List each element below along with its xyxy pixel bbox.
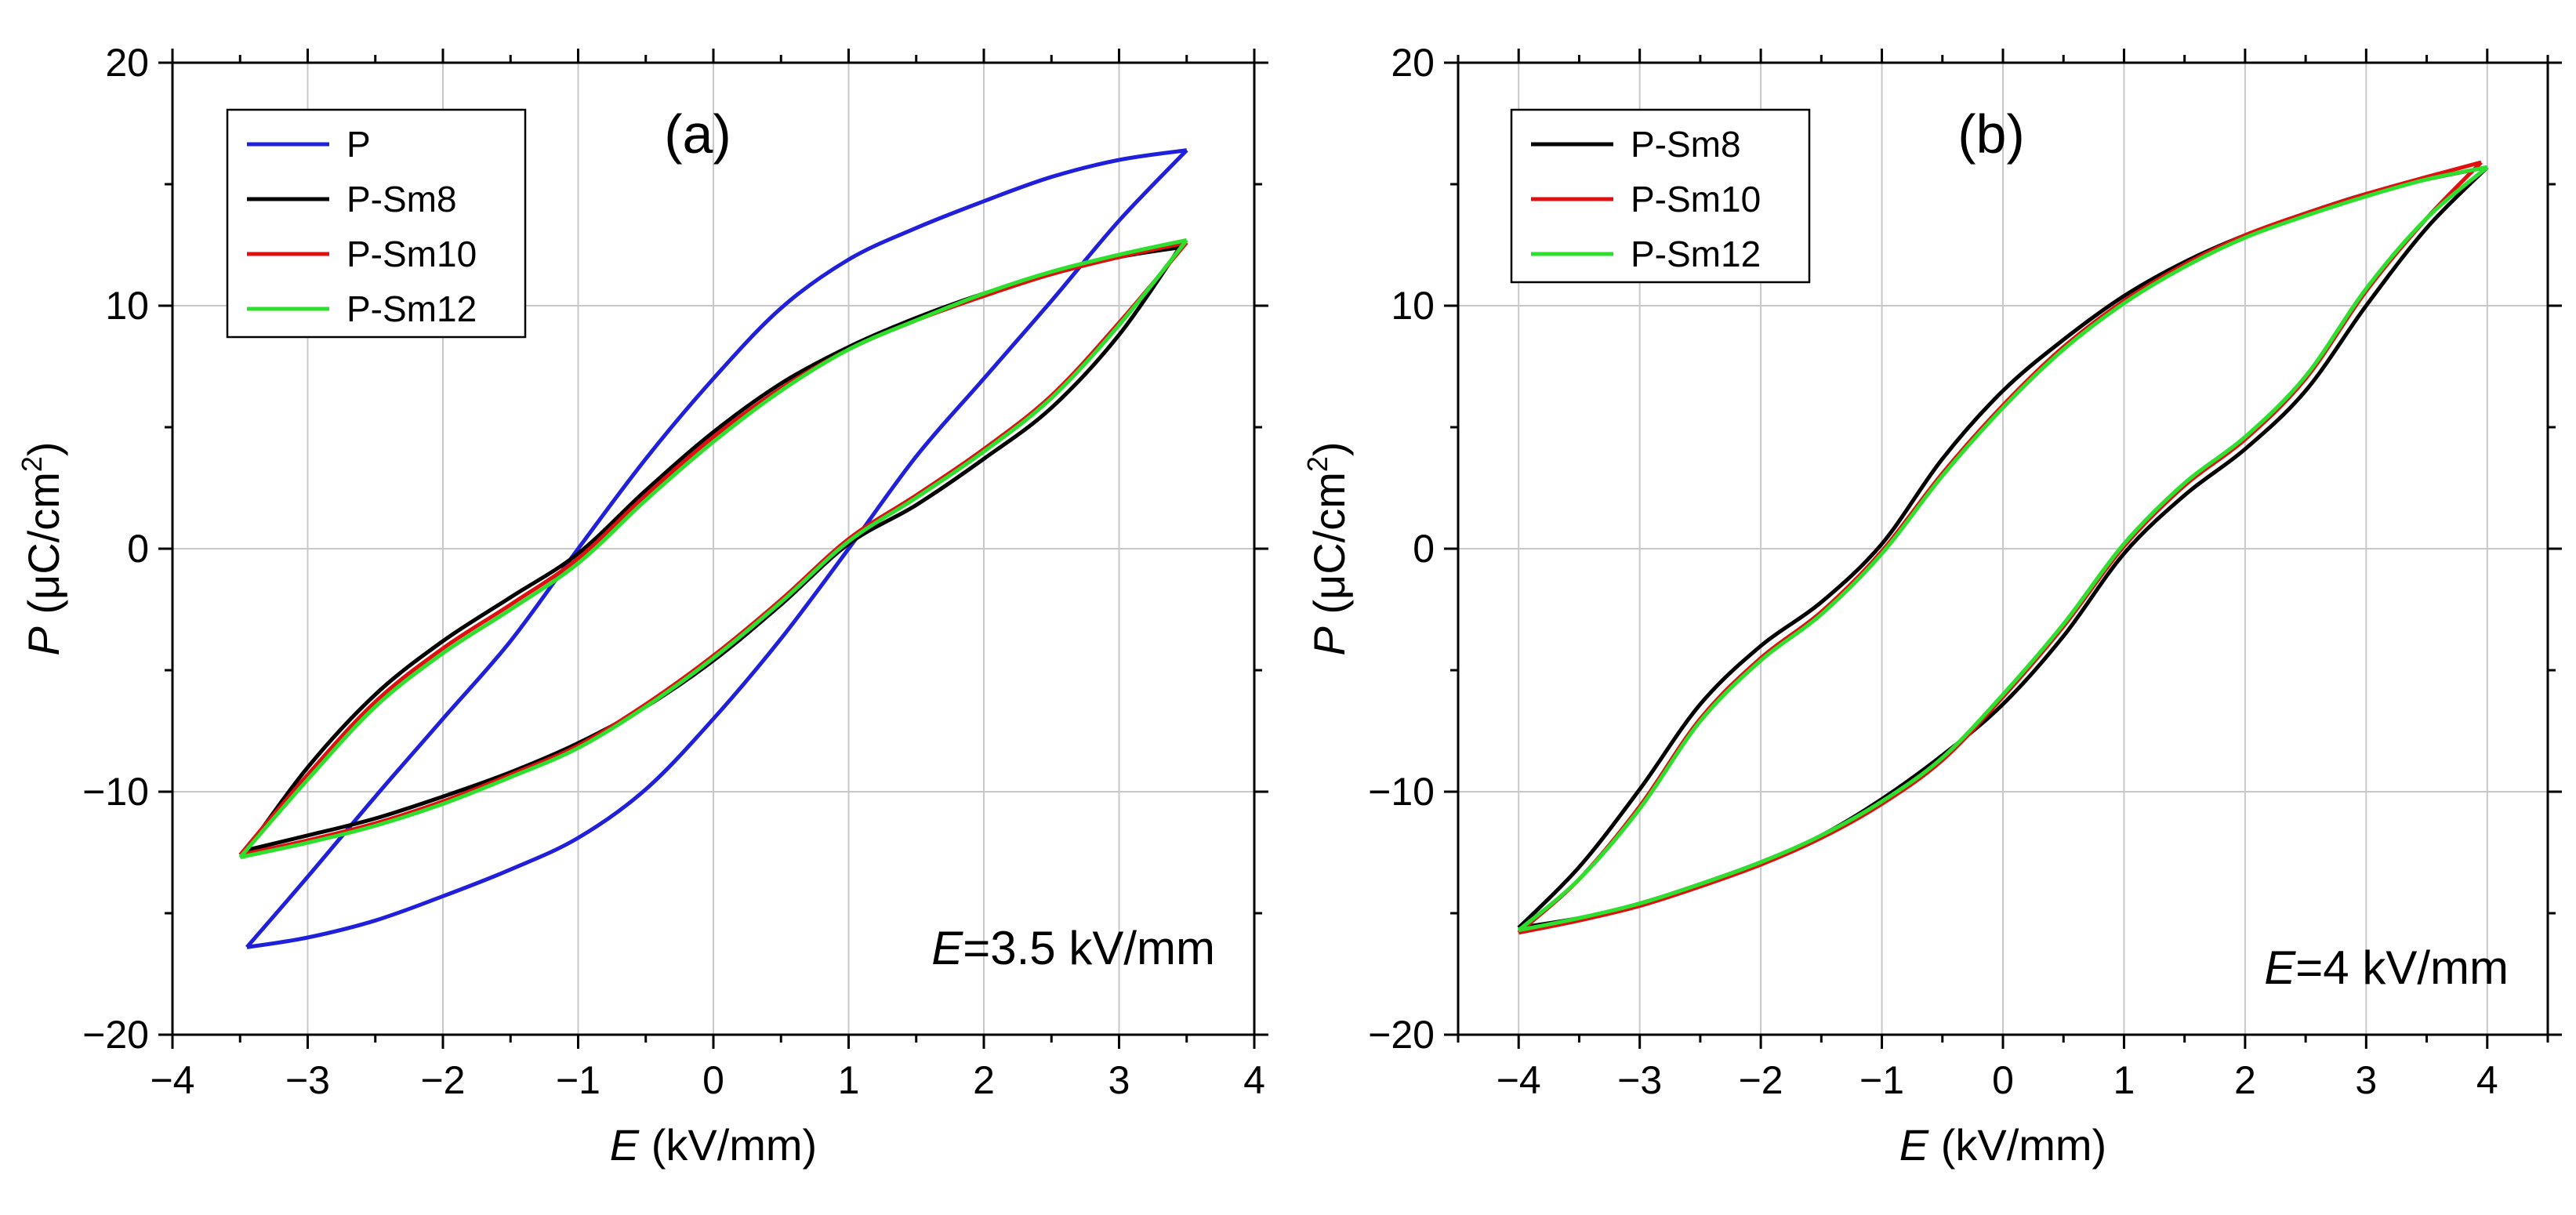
x-tick-label: 3 bbox=[2355, 1058, 2377, 1102]
panel-label: (b) bbox=[1957, 103, 2025, 165]
field-annotation-var: E bbox=[931, 922, 963, 974]
legend-label: P-Sm12 bbox=[346, 288, 477, 329]
y-axis-title-var: P bbox=[19, 626, 68, 655]
y-axis-title: P (μC/cm2) bbox=[1301, 441, 1354, 655]
series-p-sm12-branch-down bbox=[1517, 165, 2488, 932]
x-tick-label: −3 bbox=[1617, 1058, 1662, 1102]
y-tick-label: 10 bbox=[1391, 284, 1435, 328]
y-tick-label: −10 bbox=[82, 770, 149, 814]
legend: P P-Sm8 P-Sm10 P-Sm12 bbox=[226, 108, 527, 339]
y-tick-label: 0 bbox=[1413, 527, 1435, 571]
series-p-branch-down bbox=[245, 148, 1188, 949]
y-axis-title-var: P bbox=[1304, 626, 1354, 655]
x-tick-label: −4 bbox=[1497, 1058, 1541, 1102]
y-axis-title-close: ) bbox=[19, 441, 68, 456]
legend-label: P-Sm12 bbox=[1631, 234, 1761, 274]
x-tick-label: 0 bbox=[1992, 1058, 2014, 1102]
x-tick-label: 2 bbox=[2234, 1058, 2256, 1102]
series-p-sm12-branch-up bbox=[1518, 165, 2489, 933]
series-p-sm10-branch-down bbox=[238, 240, 1188, 857]
y-axis-title-superscript: 2 bbox=[16, 456, 48, 472]
legend: P-Sm8 P-Sm10 P-Sm12 bbox=[1510, 108, 1811, 284]
y-axis-title-unit: (μC/cm bbox=[1304, 472, 1354, 626]
y-tick-label: −20 bbox=[82, 1013, 149, 1057]
legend-label: P-Sm8 bbox=[1631, 124, 1741, 165]
y-tick-label: 20 bbox=[105, 41, 149, 85]
x-axis-title: E (kV/mm) bbox=[1899, 1120, 2106, 1170]
y-axis-title-unit: (μC/cm bbox=[19, 472, 68, 626]
x-tick-label: 4 bbox=[1243, 1058, 1265, 1102]
x-axis-title: E (kV/mm) bbox=[610, 1120, 817, 1170]
field-annotation-value: =3.5 kV/mm bbox=[963, 922, 1215, 974]
x-tick-label: −3 bbox=[285, 1058, 330, 1102]
y-axis-title-close: ) bbox=[1304, 441, 1354, 456]
x-tick-label: 3 bbox=[1108, 1058, 1130, 1102]
x-tick-label: −2 bbox=[420, 1058, 465, 1102]
x-axis-title-unit: (kV/mm) bbox=[639, 1120, 817, 1170]
x-axis-title-var: E bbox=[610, 1120, 640, 1170]
x-tick-label: −2 bbox=[1739, 1058, 1783, 1102]
field-annotation-var: E bbox=[2264, 941, 2296, 994]
series-curves bbox=[238, 148, 1188, 949]
x-tick-label: 4 bbox=[2476, 1058, 2498, 1102]
y-tick-label: −10 bbox=[1368, 770, 1435, 814]
y-tick-label: 10 bbox=[105, 284, 149, 328]
x-tick-label: −1 bbox=[1859, 1058, 1904, 1102]
x-tick-label: −1 bbox=[556, 1058, 600, 1102]
legend-box bbox=[226, 108, 527, 339]
series-curves bbox=[1517, 160, 2489, 935]
x-tick-label: 1 bbox=[838, 1058, 860, 1102]
grid-lines bbox=[1458, 63, 2548, 1035]
legend-label: P-Sm10 bbox=[346, 234, 477, 274]
x-tick-label: 0 bbox=[702, 1058, 724, 1102]
series-p-sm12-branch-up bbox=[239, 238, 1188, 860]
x-tick-label: 1 bbox=[2113, 1058, 2135, 1102]
series-p-branch-up bbox=[246, 148, 1188, 949]
series-p-sm12-branch-down bbox=[238, 238, 1188, 859]
legend-label: P bbox=[346, 124, 371, 165]
x-tick-label: 2 bbox=[973, 1058, 995, 1102]
panel-label: (a) bbox=[664, 103, 731, 165]
x-axis-title-unit: (kV/mm) bbox=[1928, 1120, 2106, 1170]
field-annotation-value: =4 kV/mm bbox=[2295, 941, 2509, 994]
legend-label: P-Sm8 bbox=[346, 179, 457, 219]
x-tick-label: −4 bbox=[150, 1058, 194, 1102]
y-axis-title-superscript: 2 bbox=[1301, 456, 1333, 472]
y-tick-label: −20 bbox=[1368, 1013, 1435, 1057]
y-tick-label: 0 bbox=[127, 527, 149, 571]
x-axis-title-var: E bbox=[1899, 1120, 1929, 1170]
field-annotation: E=4 kV/mm bbox=[2264, 941, 2509, 994]
y-tick-label: 20 bbox=[1391, 41, 1435, 85]
y-axis-title: P (μC/cm2) bbox=[16, 441, 68, 655]
field-annotation: E=3.5 kV/mm bbox=[931, 922, 1215, 974]
series-p-sm8-branch-up bbox=[246, 246, 1182, 852]
legend-label: P-Sm10 bbox=[1631, 179, 1761, 219]
